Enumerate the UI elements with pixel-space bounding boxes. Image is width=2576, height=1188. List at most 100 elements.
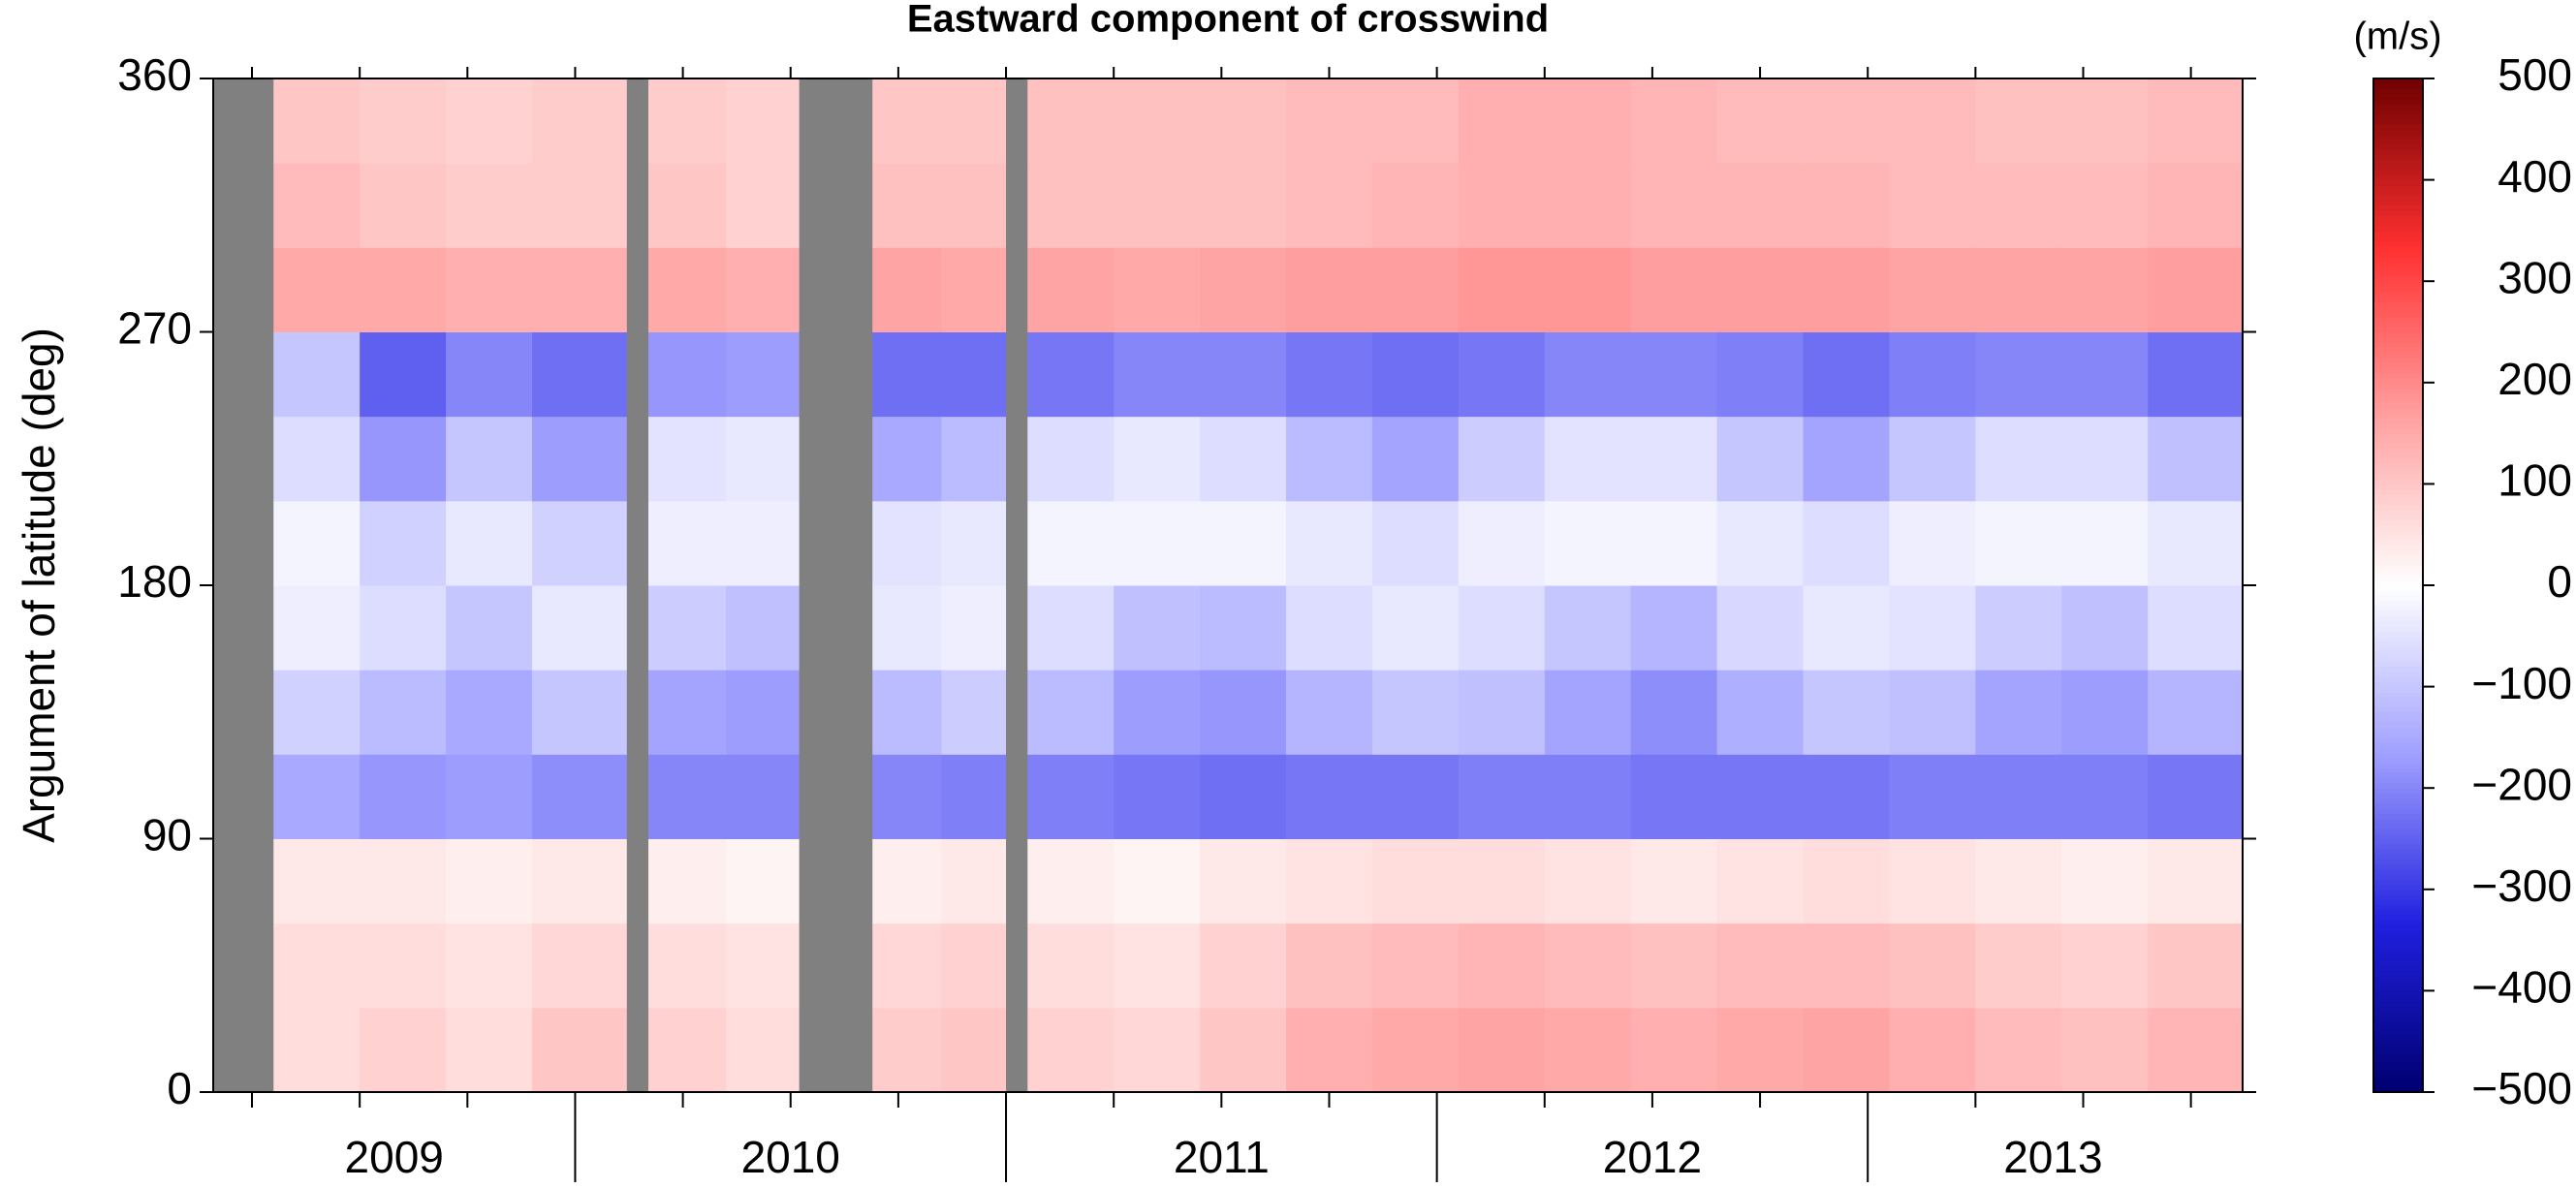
heatmap-cell [1716,500,1805,586]
colorbar-swatch [2373,118,2423,125]
colorbar-swatch [2373,782,2423,789]
heatmap-cell [2148,331,2244,418]
heatmap-cell [941,922,1007,1009]
colorbar-swatch [2373,361,2423,368]
heatmap-cell [872,331,942,418]
heatmap-cell [531,331,628,418]
heatmap-cell [1630,163,1718,248]
colorbar-swatch [2373,940,2423,946]
colorbar-swatch [2373,1086,2423,1093]
heatmap-cell [648,416,727,502]
colorbar-swatch [2373,250,2423,257]
heatmap-cell [1630,416,1718,502]
colorbar-swatch [2373,818,2423,825]
heatmap-cell [1027,754,1115,839]
heatmap-cell [1716,331,1805,418]
heatmap-cell [1803,838,1890,924]
heatmap-cell [872,922,942,1009]
colorbar-swatch [2373,184,2423,191]
heatmap-cell [941,500,1007,586]
heatmap-cell [1544,838,1632,924]
heatmap-cell [446,1007,533,1093]
colorbar-swatch [2373,1046,2423,1052]
colorbar-swatch [2373,499,2423,505]
colorbar-tick-label: 100 [2497,455,2572,506]
heatmap-cell [1889,670,1976,755]
colorbar-swatch [2373,109,2423,115]
colorbar-swatch [2373,797,2423,804]
colorbar-swatch [2373,554,2423,561]
x-tick-label: 2013 [2003,1132,2102,1182]
colorbar-swatch [2373,757,2423,764]
colorbar-tick-label: −400 [2471,962,2572,1013]
heatmap-cell [273,585,361,671]
colorbar-swatch [2373,894,2423,900]
colorbar-swatch [2373,388,2423,393]
colorbar-swatch [2373,980,2423,986]
heatmap-cell [1630,331,1718,418]
colorbar-swatch [2373,311,2423,318]
colorbar-swatch [2373,261,2423,267]
heatmap-cell [1544,754,1632,839]
heatmap-cell [726,500,801,586]
heatmap-cell [648,585,727,671]
colorbar-swatch [2373,802,2423,809]
heatmap-cell [648,1007,727,1093]
colorbar-tick-label: 400 [2497,151,2572,202]
colorbar-swatch [2373,427,2423,434]
heatmap-cell [1286,754,1373,839]
heatmap-cell [1630,585,1718,671]
colorbar-label: (m/s) [2353,16,2441,58]
heatmap-cell [1200,78,1287,164]
heatmap-cell [872,585,942,671]
heatmap-cell [1889,331,1976,418]
colorbar-swatch [2373,433,2423,439]
heatmap-cell [1286,585,1373,671]
colorbar-swatch [2373,1041,2423,1047]
colorbar-swatch [2373,909,2423,916]
heatmap-cell [1889,416,1976,502]
heatmap-cell [941,247,1007,332]
colorbar-swatch [2373,453,2423,459]
colorbar-swatch [2373,620,2423,627]
colorbar-swatch [2373,1056,2423,1063]
heatmap-cell [1803,922,1890,1009]
heatmap-cell [648,163,727,248]
heatmap-cell [1458,331,1546,418]
heatmap-cell [1975,331,2062,418]
heatmap-cell [941,754,1007,839]
colorbar-swatch [2373,493,2423,500]
colorbar-swatch [2373,281,2423,288]
heatmap-cell [2061,163,2149,248]
colorbar-swatch [2373,752,2423,759]
heatmap-cell [872,1007,942,1093]
heatmap-cell [2148,163,2244,248]
colorbar-swatch [2373,813,2423,820]
colorbar-swatch [2373,240,2423,247]
y-tick-label: 270 [117,303,192,354]
heatmap-cell [1371,331,1460,418]
heatmap-cell [1544,247,1632,332]
y-tick-label: 360 [117,49,192,100]
colorbar-swatch [2373,422,2423,429]
heatmap-cell [1027,331,1115,418]
chart-title: Eastward component of crosswind [907,0,1549,41]
colorbar-swatch [2373,129,2423,136]
heatmap-cell [446,416,533,502]
heatmap-cell [1458,754,1546,839]
heatmap-cell [1027,416,1115,502]
heatmap-cell [648,247,727,332]
heatmap-cell [872,838,942,924]
heatmap-cell [531,416,628,502]
colorbar-swatch [2373,843,2423,850]
colorbar-swatch [2373,899,2423,906]
colorbar-swatch [2373,859,2423,865]
heatmap-cell [1027,1007,1115,1093]
colorbar-swatch [2373,777,2423,784]
colorbar-swatch [2373,920,2423,926]
colorbar-swatch [2373,615,2423,622]
heatmap-cell [1371,78,1460,164]
heatmap-cell [1544,1007,1632,1093]
colorbar-swatch [2373,889,2423,895]
colorbar-swatch [2373,631,2423,637]
